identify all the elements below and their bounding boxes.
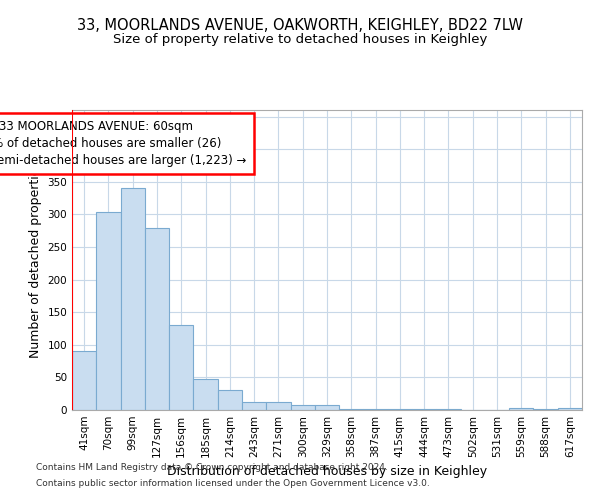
Bar xyxy=(339,408,364,410)
Text: Size of property relative to detached houses in Keighley: Size of property relative to detached ho… xyxy=(113,32,487,46)
Bar xyxy=(364,408,388,410)
Bar xyxy=(96,212,121,410)
Bar xyxy=(193,380,218,410)
Bar xyxy=(121,188,145,410)
Bar xyxy=(558,408,582,410)
Bar xyxy=(266,402,290,410)
Bar xyxy=(509,408,533,410)
Y-axis label: Number of detached properties: Number of detached properties xyxy=(29,162,42,358)
Bar xyxy=(72,350,96,410)
Bar xyxy=(290,405,315,410)
Bar xyxy=(218,390,242,410)
Bar xyxy=(145,228,169,410)
Text: 33 MOORLANDS AVENUE: 60sqm
← 2% of detached houses are smaller (26)
97% of semi-: 33 MOORLANDS AVENUE: 60sqm ← 2% of detac… xyxy=(0,120,247,167)
Bar xyxy=(169,325,193,410)
Text: Contains public sector information licensed under the Open Government Licence v3: Contains public sector information licen… xyxy=(36,478,430,488)
X-axis label: Distribution of detached houses by size in Keighley: Distribution of detached houses by size … xyxy=(167,466,487,478)
Bar xyxy=(388,408,412,410)
Text: Contains HM Land Registry data © Crown copyright and database right 2024.: Contains HM Land Registry data © Crown c… xyxy=(36,464,388,472)
Bar xyxy=(242,402,266,410)
Text: 33, MOORLANDS AVENUE, OAKWORTH, KEIGHLEY, BD22 7LW: 33, MOORLANDS AVENUE, OAKWORTH, KEIGHLEY… xyxy=(77,18,523,32)
Bar xyxy=(315,405,339,410)
